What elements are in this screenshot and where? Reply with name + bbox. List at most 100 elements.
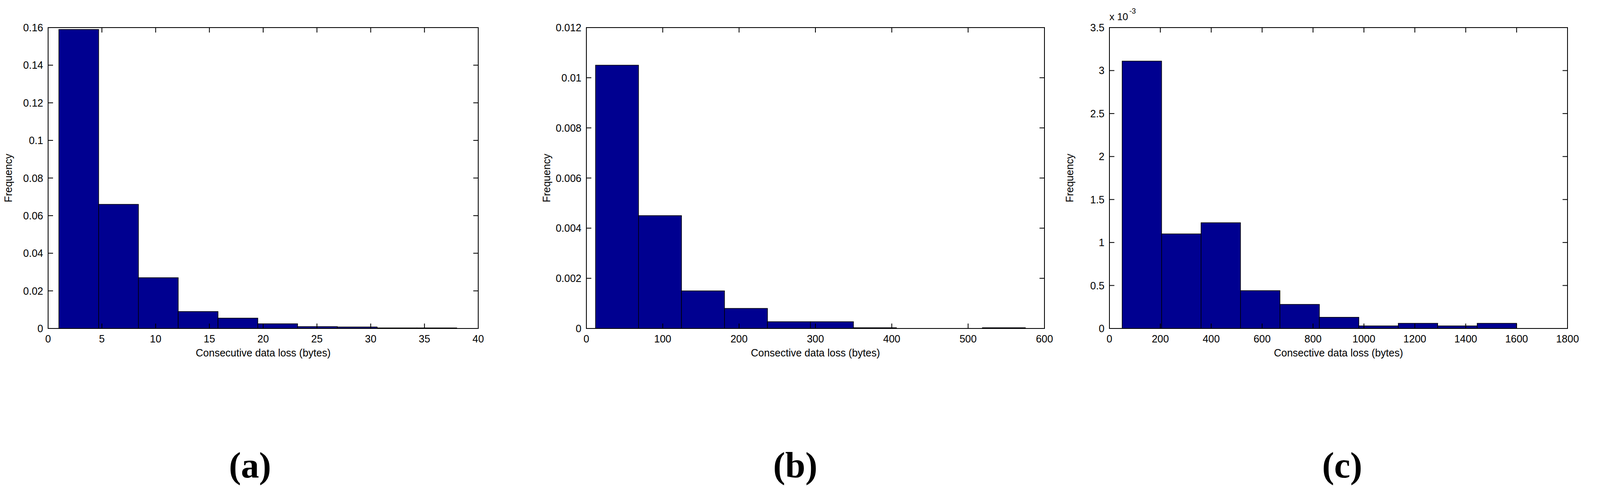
y-tick	[48, 177, 54, 179]
x-tick-label: 400	[883, 332, 901, 345]
y-tick	[1109, 27, 1115, 28]
histogram-bar	[257, 323, 298, 329]
y-tick	[586, 277, 592, 279]
y-tick	[1109, 327, 1115, 329]
x-tick-label: 500	[959, 332, 977, 345]
histogram-bar	[178, 311, 218, 329]
x-tick-label: 0	[1106, 332, 1113, 345]
y-tick-right	[1562, 241, 1568, 243]
bars	[1122, 60, 1517, 329]
y-tick	[586, 77, 592, 79]
y-tick-right	[1562, 155, 1568, 157]
x-tick	[891, 323, 893, 329]
y-tick	[1109, 155, 1115, 157]
x-tick-top	[262, 27, 264, 33]
histogram-bar	[138, 277, 179, 329]
histogram-panel: 02004006008001000120014001600180000.511.…	[1063, 6, 1580, 485]
x-tick-top	[208, 27, 210, 33]
x-tick-top	[370, 27, 372, 33]
x-tick-top	[1160, 27, 1161, 33]
x-tick-label: 1400	[1454, 332, 1478, 345]
x-tick	[1261, 323, 1263, 329]
y-tick	[48, 102, 54, 104]
x-tick-top	[1261, 27, 1263, 33]
y-tick-label: 0.5	[1090, 279, 1105, 292]
x-tick-top	[891, 27, 893, 33]
figure: 051015202530354000.020.040.060.080.10.12…	[0, 0, 1600, 489]
y-tick-right	[1562, 327, 1568, 329]
x-tick-label: 0	[45, 332, 51, 345]
x-tick-label: 25	[311, 332, 323, 345]
bars	[595, 64, 1026, 329]
y-tick	[48, 139, 54, 141]
axes-frame	[586, 27, 1045, 329]
y-tick	[1109, 69, 1115, 71]
histogram-bar	[638, 215, 682, 329]
x-tick	[1210, 323, 1212, 329]
y-tick-right	[473, 290, 479, 292]
histogram-bar	[1319, 317, 1360, 329]
x-tick-label: 800	[1304, 332, 1322, 345]
x-tick-top	[662, 27, 664, 33]
y-tick	[586, 127, 592, 129]
y-axis-label: Frequency	[2, 153, 14, 203]
x-tick-top	[477, 27, 479, 33]
y-tick-label: 0.04	[23, 247, 44, 259]
plot-area	[586, 27, 1045, 329]
x-tick	[1465, 323, 1466, 329]
x-tick-top	[585, 27, 587, 33]
y-tick	[1109, 241, 1115, 243]
x-tick	[477, 323, 479, 329]
x-tick-label: 0	[583, 332, 590, 345]
y-tick-label: 0.06	[23, 209, 44, 222]
y-tick-right	[473, 64, 479, 66]
histogram-bar	[58, 29, 99, 329]
y-tick-right	[1039, 77, 1045, 79]
x-tick-top	[316, 27, 318, 33]
x-tick	[101, 323, 103, 329]
y-tick-label: 0.002	[555, 272, 582, 284]
histogram-bar	[681, 290, 725, 329]
y-tick-label: 0.012	[555, 21, 582, 34]
x-tick	[155, 323, 157, 329]
y-tick-right	[1039, 177, 1045, 179]
x-axis-label: Consective data loss (bytes)	[1273, 346, 1404, 359]
x-tick	[1567, 323, 1568, 329]
y-tick-label: 0.01	[561, 71, 582, 84]
y-tick-label: 0.08	[23, 172, 44, 184]
x-tick-top	[1109, 27, 1110, 33]
x-tick	[1363, 323, 1365, 329]
x-tick	[262, 323, 264, 329]
y-tick-label: 0	[1098, 322, 1105, 334]
y-tick-right	[473, 327, 479, 329]
x-tick-top	[815, 27, 816, 33]
histogram-bar	[1161, 233, 1202, 329]
x-tick-label: 40	[472, 332, 484, 345]
histogram-bar	[217, 317, 258, 329]
y-tick-right	[473, 252, 479, 254]
x-tick-label: 30	[365, 332, 377, 345]
x-tick	[47, 323, 49, 329]
y-tick	[48, 252, 54, 254]
y-axis-label: Frequency	[1063, 153, 1076, 203]
y-tick-label: 0	[575, 322, 582, 334]
x-tick-top	[1312, 27, 1314, 33]
x-tick-label: 1200	[1403, 332, 1427, 345]
histogram-bar	[1122, 60, 1162, 329]
x-tick	[208, 323, 210, 329]
y-tick	[48, 27, 54, 28]
panel-label: (b)	[773, 444, 818, 485]
x-tick-label: 1000	[1352, 332, 1376, 345]
x-tick	[423, 323, 425, 329]
y-tick-label: 3	[1098, 64, 1105, 77]
histogram-bar	[724, 307, 768, 329]
x-tick-label: 400	[1202, 332, 1221, 345]
histogram-bar	[98, 203, 139, 329]
histogram-bar	[1280, 304, 1320, 329]
x-tick-label: 20	[257, 332, 269, 345]
plot-area	[48, 27, 479, 329]
y-axis-label: Frequency	[540, 153, 553, 203]
y-tick	[1109, 113, 1115, 114]
x-tick	[316, 323, 318, 329]
bars	[58, 29, 457, 329]
